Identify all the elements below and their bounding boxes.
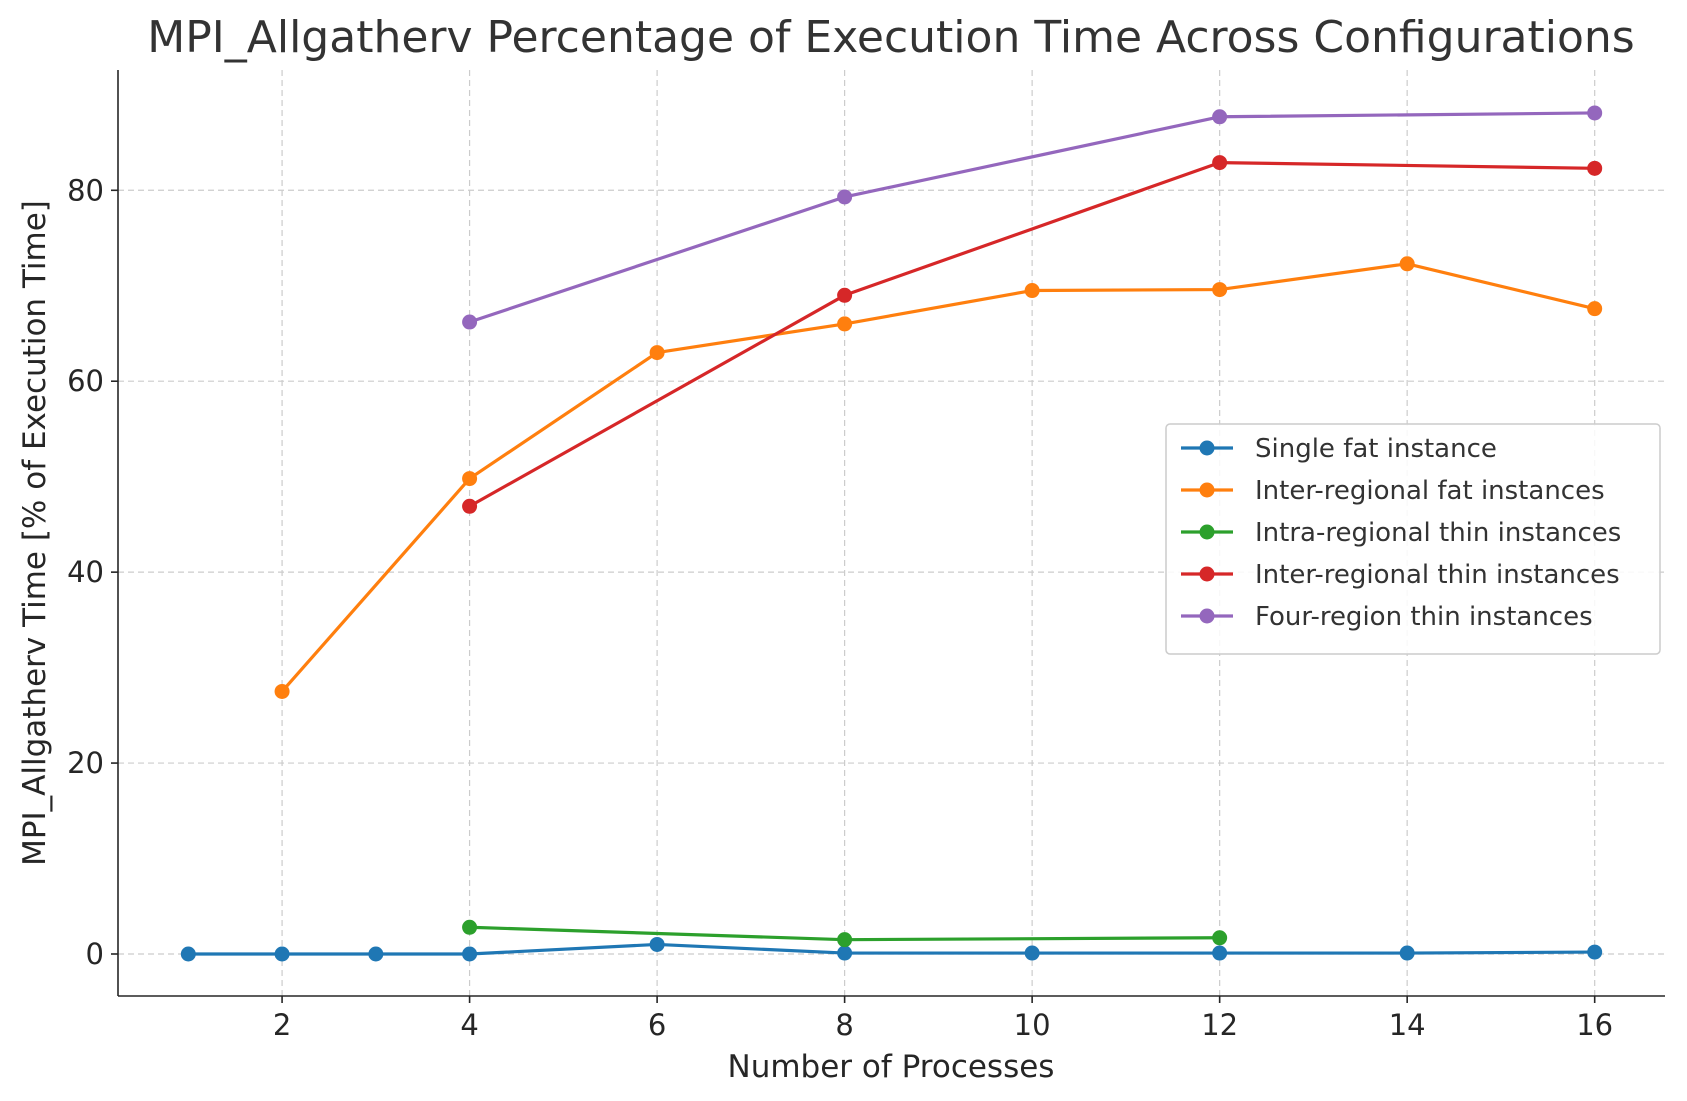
y-tick-label: 80 [67,173,104,207]
series-0 [180,936,1603,962]
x-tick-label: 6 [648,1008,666,1042]
legend-box [1165,423,1661,655]
data-point [1587,944,1603,960]
legend-label: Inter-regional fat instances [1255,476,1605,506]
data-point [462,314,478,330]
series-layer [180,105,1603,962]
series-line [469,111,1595,324]
legend-item: Inter-regional thin instances [1181,560,1620,590]
legend-marker [1199,524,1215,540]
ticks: 2 4 6 8 10 12 14 16 0 20 40 60 80 [67,173,1613,1042]
legend-item: Inter-regional fat instances [1181,476,1605,506]
data-point [1212,945,1228,961]
series-1 [274,256,1603,699]
data-point [274,683,290,699]
data-point [1024,945,1040,961]
x-tick-label: 10 [1014,1008,1051,1042]
y-axis-label: MPI_Allgatherv Time [% of Execution Time… [17,200,53,866]
x-tick-label: 2 [273,1008,291,1042]
data-point [1212,930,1228,946]
series-line [188,942,1595,956]
data-point [462,471,478,487]
data-point [1587,105,1603,121]
legend-item: Intra-regional thin instances [1181,518,1621,548]
data-point [180,946,196,962]
data-point [837,932,853,948]
legend-item: Single fat instance [1181,434,1497,464]
data-point [1024,283,1040,299]
y-tick-label: 60 [67,364,104,398]
x-axis-label: Number of Processes [728,1049,1055,1085]
data-point [837,189,853,205]
data-point [1587,160,1603,176]
series-2 [462,919,1228,948]
x-tick-label: 8 [835,1008,853,1042]
data-point [274,946,290,962]
legend-marker [1199,482,1215,498]
data-point [1399,945,1415,961]
data-point [1212,109,1228,125]
y-tick-label: 20 [67,746,104,780]
legend-label: Intra-regional thin instances [1255,518,1621,548]
x-tick-label: 14 [1389,1008,1426,1042]
data-point [462,946,478,962]
legend-label: Four-region thin instances [1255,602,1593,632]
x-tick-label: 16 [1576,1008,1613,1042]
data-point [837,945,853,961]
x-tick-label: 12 [1201,1008,1238,1042]
data-point [837,287,853,303]
y-tick-label: 0 [86,937,104,971]
data-point [649,936,665,952]
legend-marker [1199,608,1215,624]
data-point [1212,282,1228,298]
legend-label: Single fat instance [1255,434,1497,464]
series-4 [462,105,1603,330]
data-point [368,946,384,962]
data-point [462,919,478,935]
series-line [280,262,1596,693]
legend: Single fat instance Inter-regional fat in… [1165,423,1661,655]
series-3 [462,155,1603,514]
legend-marker [1199,566,1215,582]
data-point [649,345,665,361]
data-point [837,316,853,332]
legend-marker [1199,440,1215,456]
legend-label: Inter-regional thin instances [1255,560,1620,590]
data-point [1212,155,1228,171]
series-line [468,161,1595,508]
y-tick-label: 40 [67,555,104,589]
data-point [1399,256,1415,272]
x-tick-label: 4 [460,1008,478,1042]
data-point [462,498,478,514]
legend-item: Four-region thin instances [1181,602,1593,632]
data-point [1587,301,1603,317]
chart-title: MPI_Allgatherv Percentage of Execution T… [147,12,1634,63]
